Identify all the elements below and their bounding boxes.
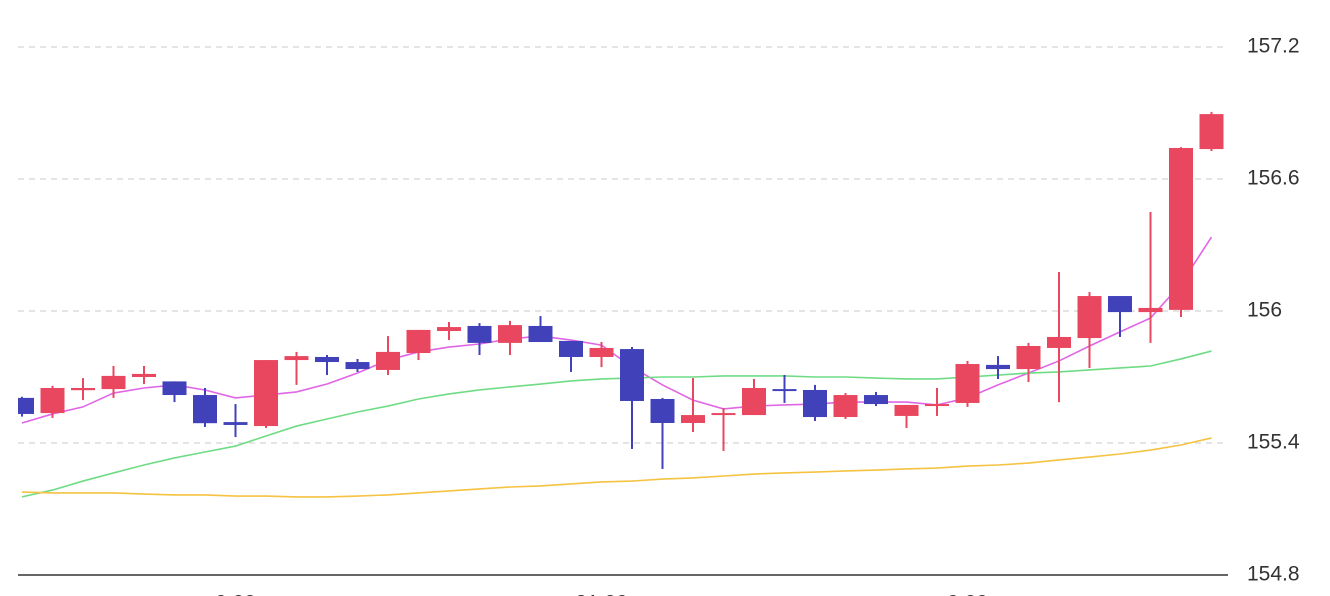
candle-body — [284, 356, 309, 361]
candle-body — [986, 364, 1010, 370]
candle-body — [650, 399, 675, 423]
candle-body — [162, 381, 187, 396]
x-tick-label: 21:00 — [575, 592, 628, 596]
candle-body — [132, 373, 156, 377]
candle-body — [864, 395, 888, 405]
candle-body — [894, 404, 919, 416]
y-tick-label: 156.6 — [1247, 167, 1300, 190]
candle-body — [742, 388, 766, 416]
candle-body — [772, 389, 797, 392]
candle-body — [559, 340, 583, 357]
plot-area — [18, 111, 1224, 498]
candle-body — [467, 325, 492, 343]
candle-body — [40, 388, 65, 414]
candle-body — [315, 356, 339, 363]
candle-body — [681, 415, 705, 423]
candle-body — [528, 325, 553, 343]
candle-body — [620, 349, 644, 401]
candle-body — [1016, 345, 1041, 370]
candle-body — [101, 375, 126, 390]
candle-body — [711, 413, 736, 416]
candle-body — [833, 395, 858, 418]
candle-body — [498, 325, 522, 343]
candle-body — [193, 395, 217, 424]
y-tick-label: 155.4 — [1247, 431, 1300, 454]
x-tick-label: 9:00 — [215, 592, 256, 596]
candle-body — [1077, 296, 1102, 339]
candle-body — [1199, 114, 1224, 150]
candle-body — [803, 389, 827, 418]
grid — [18, 46, 1228, 576]
candle-body — [71, 388, 95, 391]
candle-body — [925, 404, 949, 407]
moving-average-line — [21, 350, 1212, 498]
y-tick-label: 154.8 — [1247, 563, 1300, 586]
candle-body — [1047, 336, 1071, 348]
candle-body — [1108, 296, 1132, 313]
candle-body — [406, 329, 431, 354]
moving-average-line — [21, 437, 1212, 498]
labels: 154.8 155.4 156 156.6 157.2 9:00 21:00 9:00 — [215, 35, 1300, 596]
moving-average-line — [21, 236, 1213, 424]
x-tick-label: 9:00 — [947, 592, 988, 596]
candle-body — [376, 351, 400, 370]
candle-body — [254, 360, 278, 427]
candle-body — [223, 422, 248, 425]
candle-body — [589, 347, 614, 357]
candle-body — [18, 397, 34, 414]
candle-body — [345, 362, 370, 370]
candle-body — [955, 364, 980, 403]
candle-body — [1169, 147, 1193, 310]
y-tick-label: 156 — [1247, 299, 1282, 322]
candle-body — [1138, 307, 1163, 313]
y-tick-label: 157.2 — [1247, 35, 1300, 58]
candle-body — [437, 327, 461, 332]
